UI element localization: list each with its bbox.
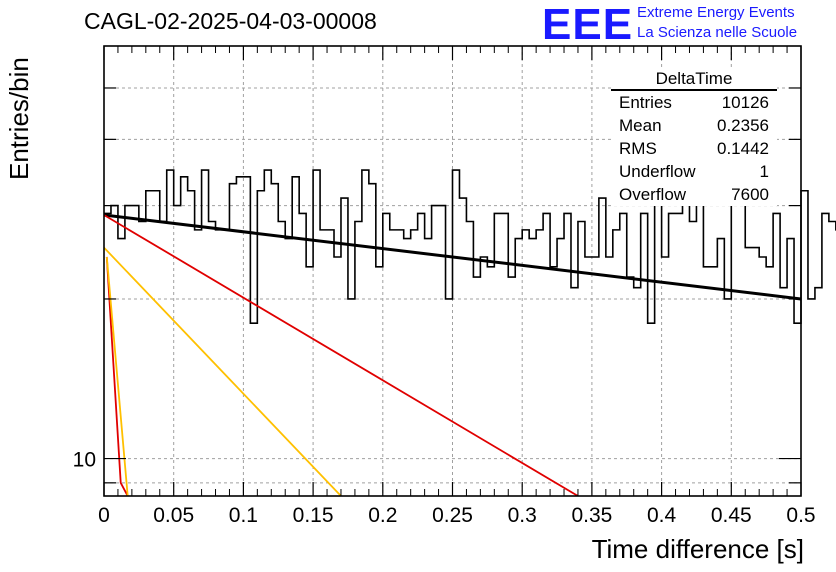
stats-box: DeltaTime Entries 10126 Mean 0.2356 RMS … bbox=[611, 68, 777, 206]
stats-label: Mean bbox=[619, 116, 662, 135]
chart-title: CAGL-02-2025-04-03-00008 bbox=[84, 8, 377, 34]
stats-row: Underflow 1 bbox=[611, 160, 777, 183]
stats-label: Entries bbox=[619, 93, 672, 112]
x-tick-label: 0 bbox=[98, 504, 110, 527]
stats-row: Entries 10126 bbox=[611, 91, 777, 114]
stats-label: RMS bbox=[619, 139, 657, 158]
fit-line-3 bbox=[104, 246, 342, 496]
x-tick-label: 0.25 bbox=[432, 504, 473, 527]
x-tick-label: 0.15 bbox=[293, 504, 334, 527]
fit-line-5 bbox=[105, 256, 129, 496]
eee-tagline-2: La Scienza nelle Scuole bbox=[637, 24, 798, 41]
stats-value: 7600 bbox=[731, 185, 769, 204]
x-tick-label: 0.3 bbox=[508, 504, 537, 527]
x-tick-label: 0.35 bbox=[571, 504, 612, 527]
x-tick-label: 0.05 bbox=[153, 504, 194, 527]
x-tick-label: 0.4 bbox=[647, 504, 677, 527]
stats-value: 10126 bbox=[721, 93, 769, 112]
fit-line-4 bbox=[105, 256, 129, 496]
eee-tagline-1: Extreme Energy Events bbox=[637, 4, 795, 21]
x-axis-label: Time difference [s] bbox=[591, 534, 804, 564]
x-tick-label: 0.45 bbox=[711, 504, 752, 527]
eee-logo: EEE bbox=[542, 0, 634, 49]
x-tick-label: 0.5 bbox=[786, 504, 815, 527]
stats-row: Overflow 7600 bbox=[611, 183, 777, 206]
stats-value: 0.1442 bbox=[717, 139, 769, 158]
stats-value: 0.2356 bbox=[717, 116, 769, 135]
x-tick-label: 0.2 bbox=[368, 504, 397, 527]
stats-row: RMS 0.1442 bbox=[611, 137, 777, 160]
stats-row: Mean 0.2356 bbox=[611, 114, 777, 137]
histogram-bars bbox=[104, 169, 836, 325]
x-tick-label: 0.1 bbox=[229, 504, 258, 527]
y-axis-label: Entries/bin bbox=[4, 57, 34, 180]
stats-label: Overflow bbox=[619, 185, 687, 204]
stats-title: DeltaTime bbox=[611, 68, 777, 91]
stats-label: Underflow bbox=[619, 162, 696, 181]
fit-line-2 bbox=[104, 214, 579, 496]
fit-line-1 bbox=[104, 213, 801, 301]
y-tick-label: 10 bbox=[73, 449, 96, 472]
stats-value: 1 bbox=[759, 162, 769, 181]
